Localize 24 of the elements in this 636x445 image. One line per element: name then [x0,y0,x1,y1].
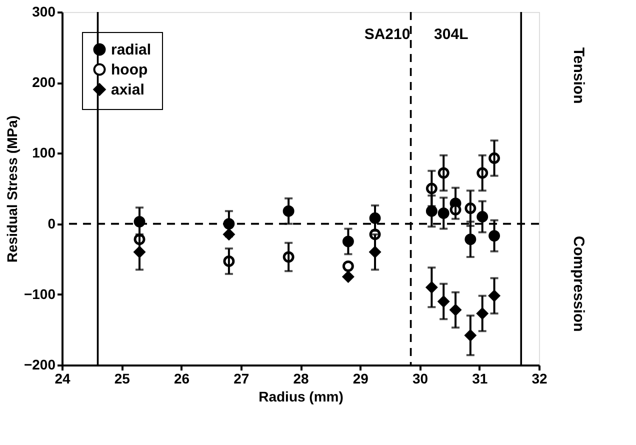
y-tick-label: 0 [48,215,56,232]
x-tick-label: 29 [352,370,369,386]
y-tick-label: 100 [32,144,56,161]
annotation: SA210 [364,26,410,43]
y-tick-label: 300 [32,4,56,20]
y-tick-label: 200 [32,74,56,90]
x-tick-label: 28 [293,370,309,386]
y-axis-title: Residual Stress (MPa) [4,115,20,263]
x-tick-label: 26 [174,370,190,386]
y-tick-label: −200 [24,356,56,372]
x-tick-label: 25 [114,370,130,386]
legend-label: hoop [111,62,148,78]
text: Compression [570,236,587,332]
annotation: 304L [434,26,468,43]
text: Tension [570,47,587,104]
x-tick-label: 30 [412,370,428,386]
legend-label: radial [111,42,152,58]
x-axis-title: Radius (mm) [258,388,344,404]
x-tick-label: 24 [54,370,70,386]
y-tick-label: −100 [24,286,56,302]
x-tick-label: 31 [472,370,488,386]
legend-label: axial [111,82,144,98]
x-tick-label: 27 [234,370,250,386]
x-tick-label: 32 [532,370,548,386]
